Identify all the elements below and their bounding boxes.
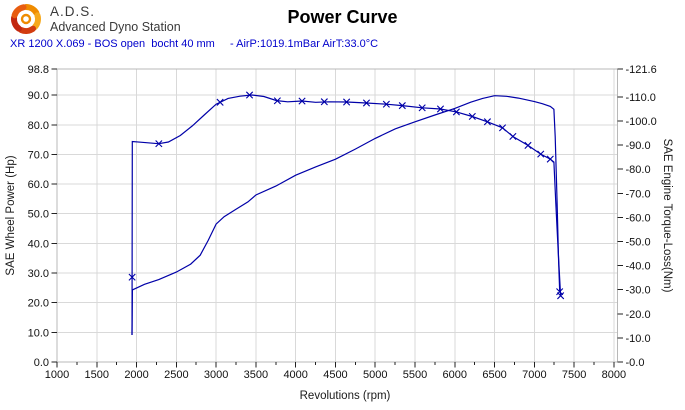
y-gridlines bbox=[57, 94, 618, 333]
data-point-marker bbox=[155, 140, 163, 148]
svg-text:6000: 6000 bbox=[443, 369, 467, 381]
svg-text:-60.0: -60.0 bbox=[626, 212, 651, 224]
brand-name: Advanced Dyno Station bbox=[50, 19, 181, 34]
svg-text:7000: 7000 bbox=[522, 369, 546, 381]
svg-text:20.0: 20.0 bbox=[28, 298, 49, 310]
svg-text:8000: 8000 bbox=[602, 369, 626, 381]
y-left-labels: 98.8 90.0 80.0 70.0 60.0 50.0 40.0 30.0 20.0 10.0… bbox=[28, 64, 57, 369]
svg-text:-40.0: -40.0 bbox=[626, 261, 651, 273]
data-point-marker bbox=[509, 132, 517, 141]
svg-text:-100.0: -100.0 bbox=[626, 116, 657, 128]
svg-text:-30.0: -30.0 bbox=[626, 285, 651, 297]
data-point-marker bbox=[245, 91, 254, 99]
brand-abbr: A.D.S. bbox=[50, 4, 96, 19]
svg-text:3500: 3500 bbox=[244, 369, 268, 381]
data-point-marker bbox=[216, 98, 224, 106]
svg-text:50.0: 50.0 bbox=[28, 209, 49, 221]
data-point-marker bbox=[498, 124, 507, 132]
svg-text:-70.0: -70.0 bbox=[626, 188, 651, 200]
data-point-marker bbox=[468, 112, 476, 121]
svg-text:6500: 6500 bbox=[482, 369, 506, 381]
ads-logo-icon bbox=[11, 3, 41, 34]
svg-text:1000: 1000 bbox=[45, 369, 69, 381]
svg-text:-50.0: -50.0 bbox=[626, 237, 651, 249]
data-point-marker bbox=[298, 97, 306, 105]
x-axis-ticks bbox=[56, 362, 615, 368]
svg-text:-121.6: -121.6 bbox=[626, 64, 657, 76]
y-right-axis-title: SAE Engine Torque-Loss(Nm) bbox=[661, 139, 673, 293]
x-gridlines bbox=[96, 69, 615, 362]
page-title: Power Curve bbox=[287, 7, 398, 27]
svg-text:90.0: 90.0 bbox=[28, 90, 49, 102]
svg-text:7500: 7500 bbox=[562, 369, 586, 381]
data-point-marker bbox=[546, 155, 554, 163]
plot-border bbox=[56, 68, 618, 363]
svg-text:40.0: 40.0 bbox=[28, 238, 49, 250]
data-point-marker bbox=[524, 141, 532, 149]
svg-text:98.8: 98.8 bbox=[28, 64, 49, 76]
series-sae-engine-torque bbox=[128, 91, 565, 336]
report-header: A.D.S. Advanced Dyno Station Power Curve… bbox=[0, 0, 685, 55]
svg-text:-110.0: -110.0 bbox=[626, 92, 656, 104]
data-point-marker bbox=[273, 97, 281, 105]
svg-text:-90.0: -90.0 bbox=[626, 140, 651, 152]
data-point-marker bbox=[320, 98, 328, 106]
data-point-marker bbox=[382, 100, 390, 108]
svg-text:60.0: 60.0 bbox=[28, 179, 49, 191]
y-left-axis-title: SAE Wheel Power (Hp) bbox=[5, 155, 17, 275]
series-sae-wheel-power bbox=[131, 95, 564, 336]
y-right-labels: -121.6 -110.0 -100.0 -90.0 -80.0 -70.0 -60.0 -5… bbox=[617, 64, 657, 369]
svg-text:-80.0: -80.0 bbox=[626, 164, 651, 176]
data-point-marker bbox=[418, 104, 426, 112]
svg-text:-0.0: -0.0 bbox=[626, 357, 645, 369]
x-axis-labels: 1000 1500 2000 2500 3000 3500 4000 4500 5000 5500… bbox=[45, 369, 626, 381]
svg-text:5500: 5500 bbox=[403, 369, 427, 381]
svg-text:4000: 4000 bbox=[283, 369, 307, 381]
data-point-marker bbox=[128, 273, 136, 281]
data-point-marker bbox=[452, 108, 460, 116]
data-point-marker bbox=[436, 105, 445, 113]
svg-text:4500: 4500 bbox=[323, 369, 347, 381]
svg-text:2000: 2000 bbox=[124, 369, 148, 381]
svg-text:0.0: 0.0 bbox=[34, 357, 49, 369]
svg-text:30.0: 30.0 bbox=[28, 268, 49, 280]
svg-text:80.0: 80.0 bbox=[28, 120, 49, 132]
data-point-marker bbox=[483, 118, 492, 126]
x-axis-title: Revolutions (rpm) bbox=[300, 390, 391, 402]
svg-text:5000: 5000 bbox=[363, 369, 387, 381]
data-point-marker bbox=[343, 98, 351, 106]
data-point-marker bbox=[398, 102, 406, 110]
data-point-marker bbox=[557, 292, 565, 300]
svg-text:-20.0: -20.0 bbox=[626, 309, 651, 321]
svg-text:70.0: 70.0 bbox=[28, 149, 49, 161]
svg-text:2500: 2500 bbox=[164, 369, 188, 381]
run-info-right: - AirP:1019.1mBar AirT:33.0°C bbox=[230, 38, 379, 50]
svg-text:10.0: 10.0 bbox=[28, 327, 49, 339]
svg-text:3000: 3000 bbox=[204, 369, 228, 381]
data-point-marker bbox=[537, 150, 545, 158]
svg-text:1500: 1500 bbox=[85, 369, 109, 381]
brand-block: A.D.S. Advanced Dyno Station bbox=[50, 4, 181, 34]
run-info-left: XR 1200 X.069 - BOS open bocht 40 mm bbox=[10, 38, 215, 50]
svg-text:-10.0: -10.0 bbox=[626, 333, 651, 345]
data-point-marker bbox=[362, 99, 371, 107]
